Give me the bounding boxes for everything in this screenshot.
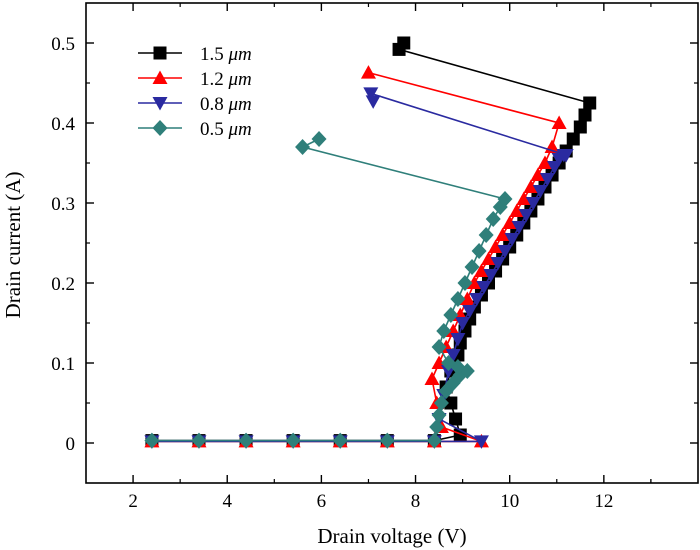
- data-point: [311, 131, 327, 147]
- y-tick-label: 0.2: [51, 274, 75, 295]
- y-tick-label: 0.1: [51, 354, 75, 375]
- data-point: [578, 108, 592, 122]
- data-point: [360, 65, 376, 79]
- series-0.8: [144, 87, 574, 449]
- data-point: [144, 432, 160, 449]
- data-point: [379, 432, 395, 449]
- data-point: [433, 395, 449, 411]
- data-point: [285, 432, 301, 449]
- data-point: [525, 197, 541, 211]
- y-axis-title: Drain current (A): [1, 172, 25, 319]
- data-point: [476, 281, 492, 295]
- y-tick-label: 0.4: [51, 114, 75, 135]
- data-point: [295, 139, 311, 155]
- data-point: [429, 419, 445, 435]
- x-tick-label: 4: [222, 491, 232, 512]
- legend-marker: [152, 120, 168, 136]
- data-point: [511, 221, 527, 235]
- x-tick-label: 2: [128, 491, 138, 512]
- data-point: [473, 263, 489, 277]
- data-point: [466, 275, 482, 289]
- data-point: [530, 167, 546, 181]
- data-point: [478, 227, 494, 243]
- data-point: [473, 435, 489, 449]
- data-point: [485, 211, 501, 227]
- data-point: [450, 333, 466, 347]
- data-point: [450, 291, 466, 307]
- legend-label: 0.8 μm: [200, 94, 252, 115]
- data-point: [497, 191, 513, 207]
- data-point: [436, 323, 452, 339]
- plot-area: [144, 36, 597, 449]
- legend-item: 1.2 μm: [138, 69, 252, 90]
- legend: 1.5 μm 1.2 μm 0.8 μm 0.5 μm: [138, 44, 252, 140]
- series-line: [151, 138, 507, 442]
- data-point: [443, 307, 459, 323]
- x-tick-label: 6: [317, 491, 327, 512]
- legend-item: 0.8 μm: [138, 94, 252, 115]
- data-point: [459, 291, 475, 305]
- data-point: [440, 355, 456, 371]
- data-point: [462, 305, 478, 319]
- data-point: [431, 407, 447, 423]
- data-point: [537, 155, 553, 169]
- legend-marker: [153, 46, 167, 60]
- data-point: [558, 149, 574, 163]
- data-point: [424, 371, 440, 385]
- series-0.5: [144, 131, 513, 449]
- data-point: [483, 269, 499, 283]
- data-point: [504, 233, 520, 247]
- data-point: [495, 227, 511, 241]
- data-point: [449, 412, 463, 426]
- data-point: [426, 432, 442, 449]
- data-point: [365, 95, 381, 109]
- legend-label: 1.5 μm: [200, 44, 252, 65]
- data-point: [363, 87, 379, 101]
- y-tick-label: 0: [66, 434, 76, 455]
- legend-item: 0.5 μm: [138, 119, 252, 140]
- data-point: [191, 432, 207, 449]
- series-line: [151, 92, 567, 443]
- x-axis-title: Drain voltage (V): [317, 524, 466, 548]
- data-point: [488, 239, 504, 253]
- data-point: [481, 251, 497, 265]
- legend-item: 1.5 μm: [138, 44, 252, 65]
- data-point: [457, 275, 473, 291]
- data-point: [497, 245, 513, 259]
- legend-marker: [152, 70, 168, 84]
- data-point: [518, 209, 534, 223]
- data-point: [573, 120, 587, 134]
- data-point: [502, 215, 518, 229]
- y-tick-label: 0.3: [51, 194, 75, 215]
- plot-frame: [85, 2, 699, 484]
- y-tick-label: 0.5: [51, 34, 75, 55]
- data-point: [583, 96, 597, 110]
- legend-marker: [152, 97, 168, 111]
- data-point: [509, 203, 525, 217]
- data-point: [445, 349, 461, 363]
- data-point: [238, 432, 254, 449]
- data-point: [444, 396, 458, 410]
- data-point: [471, 243, 487, 259]
- data-point: [490, 257, 506, 271]
- data-point: [551, 115, 567, 129]
- data-point: [431, 339, 447, 355]
- x-tick-label: 10: [500, 491, 519, 512]
- data-point: [566, 132, 580, 146]
- data-point: [523, 179, 539, 193]
- data-point: [332, 432, 348, 449]
- legend-label: 1.2 μm: [200, 69, 252, 90]
- axes: 2 4 6 8 10 12 0 0.1 0.2 0.3 0.4 0.5: [51, 2, 699, 512]
- data-point: [539, 173, 555, 187]
- legend-label: 0.5 μm: [200, 119, 252, 140]
- data-point: [397, 36, 411, 50]
- data-point: [532, 185, 548, 199]
- data-point: [516, 191, 532, 205]
- data-point: [464, 259, 480, 275]
- data-point: [455, 317, 471, 331]
- x-tick-label: 12: [594, 491, 613, 512]
- data-point: [469, 293, 485, 307]
- x-tick-label: 8: [411, 491, 421, 512]
